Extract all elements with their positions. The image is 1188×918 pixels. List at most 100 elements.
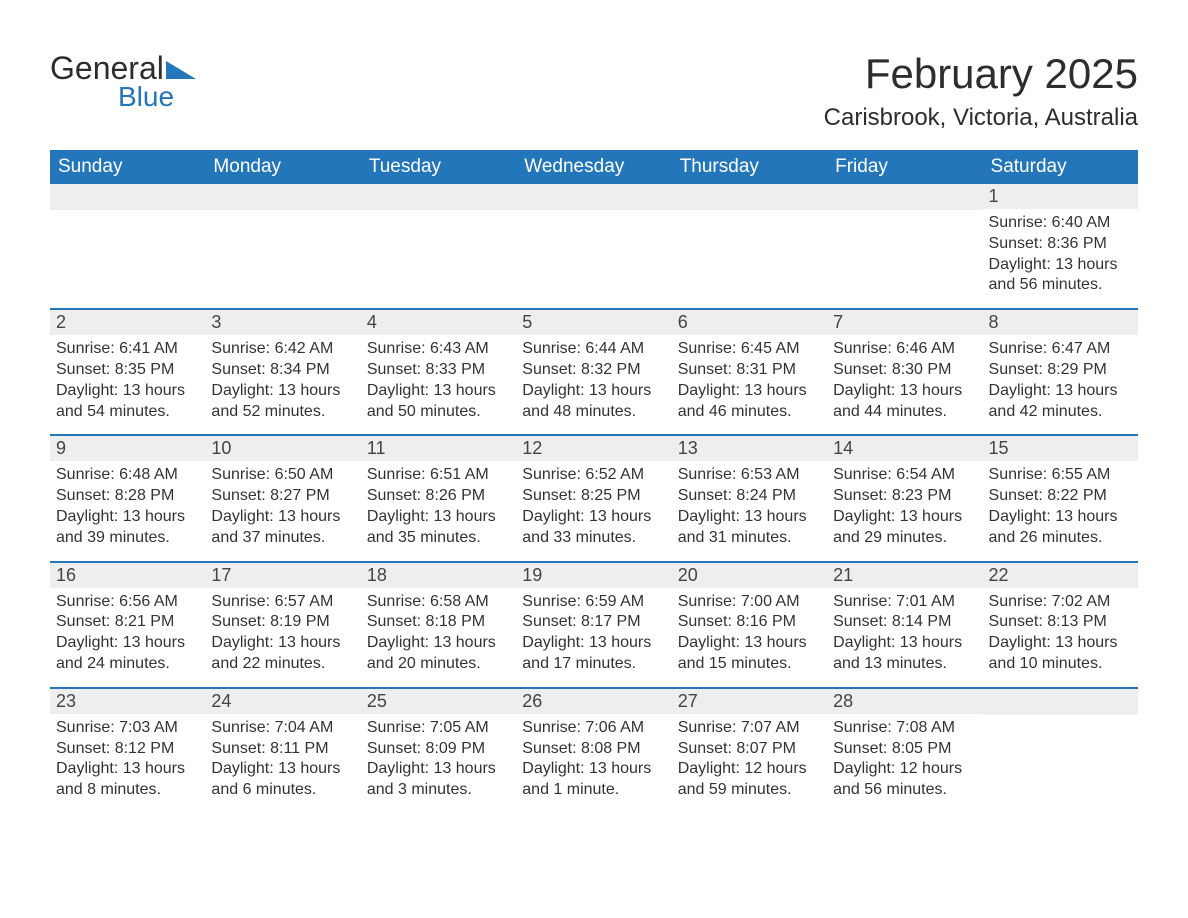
day-cell: 5Sunrise: 6:44 AMSunset: 8:32 PMDaylight… (516, 310, 671, 434)
sunset-text: Sunset: 8:26 PM (367, 486, 510, 507)
sunset-text: Sunset: 8:30 PM (833, 360, 976, 381)
day-number: 26 (516, 689, 671, 714)
sunrise-text: Sunrise: 6:47 AM (989, 339, 1132, 360)
daylight-text: Daylight: 13 hours and 48 minutes. (522, 381, 665, 423)
daylight-text: Daylight: 13 hours and 13 minutes. (833, 633, 976, 675)
daylight-text: Daylight: 13 hours and 29 minutes. (833, 507, 976, 549)
day-number: 5 (516, 310, 671, 335)
logo: General Blue (50, 50, 196, 113)
sunset-text: Sunset: 8:17 PM (522, 612, 665, 633)
day-number: 2 (50, 310, 205, 335)
empty-day-bar (361, 184, 516, 210)
sunset-text: Sunset: 8:31 PM (678, 360, 821, 381)
day-number: 6 (672, 310, 827, 335)
sunrise-text: Sunrise: 7:08 AM (833, 718, 976, 739)
empty-day-bar (516, 184, 671, 210)
day-details: Sunrise: 6:43 AMSunset: 8:33 PMDaylight:… (361, 335, 516, 422)
sunset-text: Sunset: 8:35 PM (56, 360, 199, 381)
day-number: 14 (827, 436, 982, 461)
day-cell: 19Sunrise: 6:59 AMSunset: 8:17 PMDayligh… (516, 563, 671, 687)
day-details: Sunrise: 6:53 AMSunset: 8:24 PMDaylight:… (672, 461, 827, 548)
day-details: Sunrise: 6:41 AMSunset: 8:35 PMDaylight:… (50, 335, 205, 422)
day-number: 9 (50, 436, 205, 461)
sunrise-text: Sunrise: 6:57 AM (211, 592, 354, 613)
sunrise-text: Sunrise: 7:06 AM (522, 718, 665, 739)
weekday-header: Sunday (50, 150, 205, 184)
weekday-header: Tuesday (361, 150, 516, 184)
day-details: Sunrise: 6:52 AMSunset: 8:25 PMDaylight:… (516, 461, 671, 548)
daylight-text: Daylight: 13 hours and 52 minutes. (211, 381, 354, 423)
day-cell: 13Sunrise: 6:53 AMSunset: 8:24 PMDayligh… (672, 436, 827, 560)
day-number: 15 (983, 436, 1138, 461)
day-number: 12 (516, 436, 671, 461)
daylight-text: Daylight: 13 hours and 42 minutes. (989, 381, 1132, 423)
empty-day-bar (50, 184, 205, 210)
day-details: Sunrise: 6:58 AMSunset: 8:18 PMDaylight:… (361, 588, 516, 675)
daylight-text: Daylight: 13 hours and 15 minutes. (678, 633, 821, 675)
empty-cell (50, 184, 205, 308)
day-details: Sunrise: 7:04 AMSunset: 8:11 PMDaylight:… (205, 714, 360, 801)
header: General Blue February 2025 Carisbrook, V… (50, 50, 1138, 132)
day-details: Sunrise: 6:55 AMSunset: 8:22 PMDaylight:… (983, 461, 1138, 548)
sunset-text: Sunset: 8:05 PM (833, 739, 976, 760)
sunrise-text: Sunrise: 6:50 AM (211, 465, 354, 486)
sunset-text: Sunset: 8:09 PM (367, 739, 510, 760)
title-block: February 2025 Carisbrook, Victoria, Aust… (824, 50, 1138, 132)
sunset-text: Sunset: 8:24 PM (678, 486, 821, 507)
day-details: Sunrise: 7:05 AMSunset: 8:09 PMDaylight:… (361, 714, 516, 801)
day-details: Sunrise: 6:42 AMSunset: 8:34 PMDaylight:… (205, 335, 360, 422)
sunset-text: Sunset: 8:25 PM (522, 486, 665, 507)
sunset-text: Sunset: 8:36 PM (989, 234, 1132, 255)
day-number: 16 (50, 563, 205, 588)
sunset-text: Sunset: 8:11 PM (211, 739, 354, 760)
daylight-text: Daylight: 13 hours and 44 minutes. (833, 381, 976, 423)
day-number: 19 (516, 563, 671, 588)
daylight-text: Daylight: 13 hours and 33 minutes. (522, 507, 665, 549)
sunset-text: Sunset: 8:07 PM (678, 739, 821, 760)
day-details: Sunrise: 7:03 AMSunset: 8:12 PMDaylight:… (50, 714, 205, 801)
daylight-text: Daylight: 12 hours and 59 minutes. (678, 759, 821, 801)
day-cell: 15Sunrise: 6:55 AMSunset: 8:22 PMDayligh… (983, 436, 1138, 560)
week-row: 9Sunrise: 6:48 AMSunset: 8:28 PMDaylight… (50, 434, 1138, 560)
location: Carisbrook, Victoria, Australia (824, 104, 1138, 132)
daylight-text: Daylight: 13 hours and 39 minutes. (56, 507, 199, 549)
day-number: 8 (983, 310, 1138, 335)
sunrise-text: Sunrise: 7:04 AM (211, 718, 354, 739)
day-cell: 6Sunrise: 6:45 AMSunset: 8:31 PMDaylight… (672, 310, 827, 434)
day-number: 17 (205, 563, 360, 588)
month-title: February 2025 (824, 50, 1138, 98)
day-number: 10 (205, 436, 360, 461)
day-details: Sunrise: 6:56 AMSunset: 8:21 PMDaylight:… (50, 588, 205, 675)
sunrise-text: Sunrise: 6:41 AM (56, 339, 199, 360)
sunrise-text: Sunrise: 6:43 AM (367, 339, 510, 360)
sunrise-text: Sunrise: 7:05 AM (367, 718, 510, 739)
sunset-text: Sunset: 8:19 PM (211, 612, 354, 633)
daylight-text: Daylight: 13 hours and 46 minutes. (678, 381, 821, 423)
day-number: 22 (983, 563, 1138, 588)
sunset-text: Sunset: 8:08 PM (522, 739, 665, 760)
sunset-text: Sunset: 8:16 PM (678, 612, 821, 633)
sunset-text: Sunset: 8:14 PM (833, 612, 976, 633)
daylight-text: Daylight: 13 hours and 22 minutes. (211, 633, 354, 675)
sunrise-text: Sunrise: 7:00 AM (678, 592, 821, 613)
sunrise-text: Sunrise: 6:42 AM (211, 339, 354, 360)
sunset-text: Sunset: 8:22 PM (989, 486, 1132, 507)
day-details: Sunrise: 6:51 AMSunset: 8:26 PMDaylight:… (361, 461, 516, 548)
day-cell: 28Sunrise: 7:08 AMSunset: 8:05 PMDayligh… (827, 689, 982, 813)
day-cell: 11Sunrise: 6:51 AMSunset: 8:26 PMDayligh… (361, 436, 516, 560)
weekday-header-row: SundayMondayTuesdayWednesdayThursdayFrid… (50, 150, 1138, 184)
day-details: Sunrise: 6:59 AMSunset: 8:17 PMDaylight:… (516, 588, 671, 675)
sunrise-text: Sunrise: 7:01 AM (833, 592, 976, 613)
daylight-text: Daylight: 13 hours and 56 minutes. (989, 255, 1132, 297)
sunset-text: Sunset: 8:12 PM (56, 739, 199, 760)
sunrise-text: Sunrise: 6:46 AM (833, 339, 976, 360)
empty-day-bar (827, 184, 982, 210)
sunset-text: Sunset: 8:32 PM (522, 360, 665, 381)
empty-cell (983, 689, 1138, 813)
day-number: 18 (361, 563, 516, 588)
day-cell: 23Sunrise: 7:03 AMSunset: 8:12 PMDayligh… (50, 689, 205, 813)
day-number: 23 (50, 689, 205, 714)
day-details: Sunrise: 7:08 AMSunset: 8:05 PMDaylight:… (827, 714, 982, 801)
daylight-text: Daylight: 13 hours and 17 minutes. (522, 633, 665, 675)
day-cell: 16Sunrise: 6:56 AMSunset: 8:21 PMDayligh… (50, 563, 205, 687)
